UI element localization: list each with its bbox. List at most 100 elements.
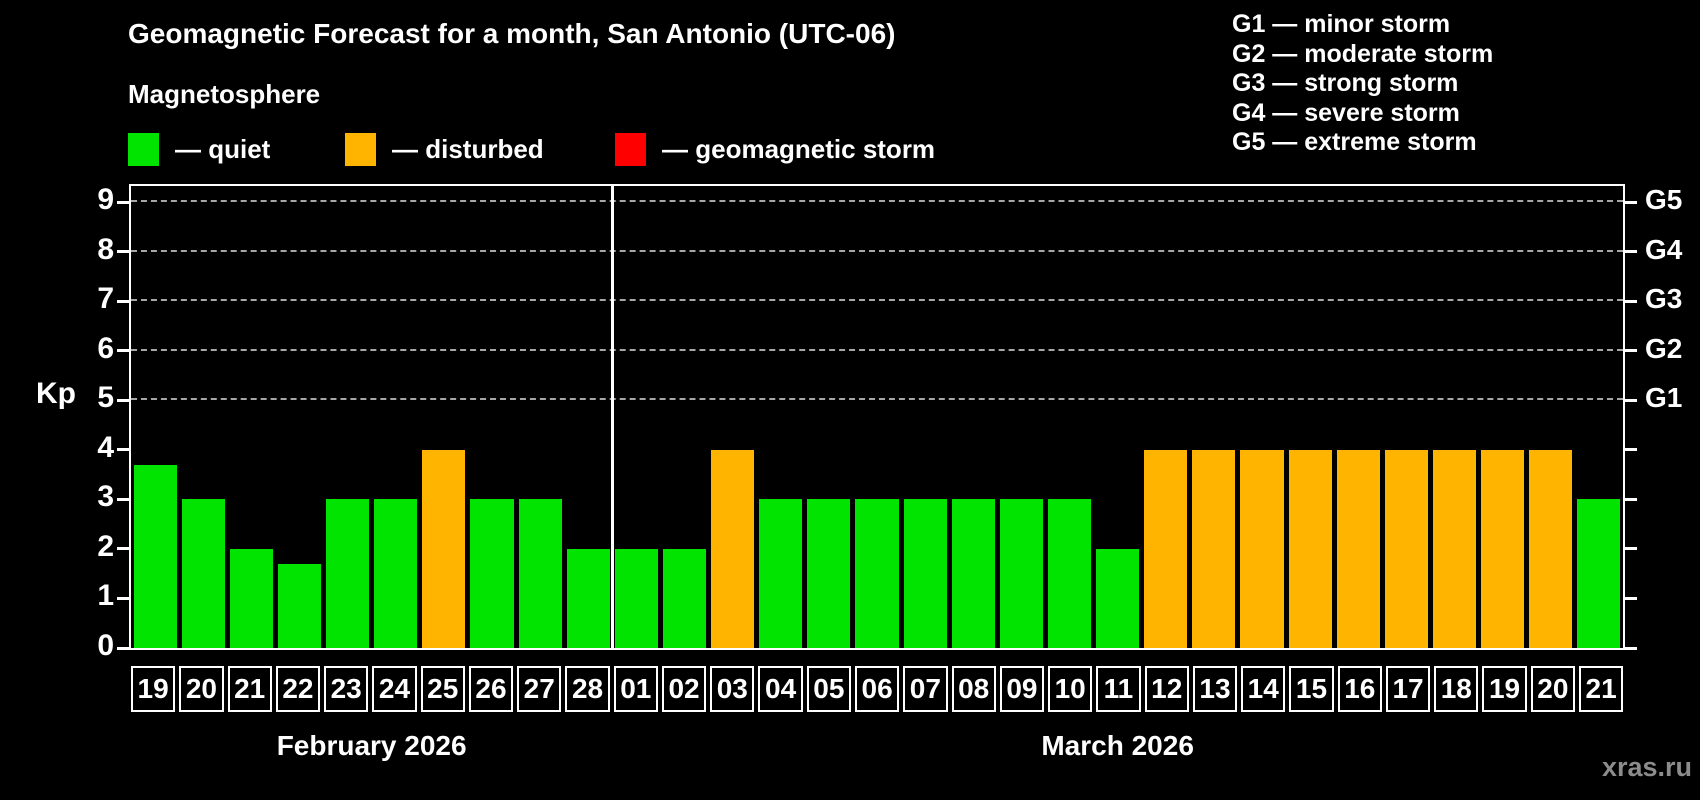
g-legend-line-2: G2 — moderate storm xyxy=(1232,39,1494,68)
kp-bar-march-10 xyxy=(1047,499,1091,648)
g-axis-label-g3: G3 xyxy=(1645,283,1683,315)
day-label-february-21: 21 xyxy=(227,666,272,712)
bar-slot-08 xyxy=(949,186,997,648)
y-tick-right-1 xyxy=(1625,596,1637,600)
day-label-march-05: 05 xyxy=(806,666,851,712)
bar-slot-17 xyxy=(1382,186,1430,648)
month-label-march: March 2026 xyxy=(1041,730,1194,761)
plot-inner xyxy=(131,186,1623,648)
kp-bar-march-08 xyxy=(951,499,995,648)
day-label-february-25: 25 xyxy=(420,666,465,712)
day-label-march-04: 04 xyxy=(758,666,803,712)
y-tick-right-7 xyxy=(1625,299,1637,303)
legend-label-storm: — geomagnetic storm xyxy=(662,133,936,164)
kp-bar-march-15 xyxy=(1288,449,1332,648)
day-label-february-24: 24 xyxy=(372,666,417,712)
y-tick-right-4 xyxy=(1625,448,1637,452)
bar-slot-11 xyxy=(1094,186,1142,648)
kp-bar-february-28 xyxy=(566,548,610,648)
kp-bar-february-22 xyxy=(277,563,321,648)
gridline-kp-5 xyxy=(131,398,1623,401)
kp-bar-february-23 xyxy=(326,499,370,648)
bar-slot-20 xyxy=(1527,186,1575,648)
kp-bar-february-19 xyxy=(133,464,177,648)
day-label-february-19: 19 xyxy=(131,666,176,712)
y-tick-label-7: 7 xyxy=(97,282,114,316)
y-tick-label-5: 5 xyxy=(97,381,114,415)
watermark: xras.ru xyxy=(1601,752,1692,782)
bar-slot-07 xyxy=(901,186,949,648)
g-legend-line-1: G1 — minor storm xyxy=(1232,10,1451,38)
kp-bar-march-04 xyxy=(759,499,803,648)
g-legend-line-3: G3 — strong storm xyxy=(1232,69,1459,97)
y-tick-label-8: 8 xyxy=(97,232,114,266)
kp-bar-march-02 xyxy=(662,548,706,648)
g-legend-line-5: G5 — extreme storm xyxy=(1232,128,1477,156)
bar-slot-04 xyxy=(757,186,805,648)
day-label-february-27: 27 xyxy=(517,666,562,712)
day-label-february-23: 23 xyxy=(324,666,369,712)
gridline-kp-6 xyxy=(131,348,1623,351)
g-legend-line-4: G4 — severe storm xyxy=(1232,98,1460,127)
month-label-february: February 2026 xyxy=(276,730,467,761)
kp-bar-february-21 xyxy=(229,548,273,648)
bar-slot-09 xyxy=(997,186,1045,648)
magnetosphere-legend: — quiet — disturbed — geomagnetic storm xyxy=(0,130,1200,168)
month-separator xyxy=(610,186,614,648)
g-scale-legend: G1 — minor storm G2 — moderate storm G3 — … xyxy=(1232,10,1493,158)
kp-bar-march-03 xyxy=(711,449,755,648)
y-tick-label-9: 9 xyxy=(97,183,114,217)
y-tick-left-5 xyxy=(117,398,129,402)
y-tick-label-2: 2 xyxy=(97,529,114,563)
bars-container xyxy=(131,186,1623,648)
kp-bar-march-18 xyxy=(1432,449,1476,648)
y-axis-label: Kp xyxy=(36,377,76,410)
bar-slot-28 xyxy=(564,186,612,648)
bar-slot-21 xyxy=(1575,186,1623,648)
legend-item-storm: — geomagnetic storm xyxy=(615,130,935,168)
y-tick-left-0 xyxy=(117,646,129,650)
day-label-march-21: 21 xyxy=(1578,666,1624,712)
day-label-march-10: 10 xyxy=(1048,666,1093,712)
kp-bar-march-16 xyxy=(1336,449,1380,648)
bar-slot-01 xyxy=(612,186,660,648)
day-label-march-11: 11 xyxy=(1096,666,1141,712)
bar-slot-02 xyxy=(660,186,708,648)
day-label-march-18: 18 xyxy=(1434,666,1479,712)
bar-slot-18 xyxy=(1430,186,1478,648)
y-tick-label-6: 6 xyxy=(97,331,114,365)
bar-slot-25 xyxy=(420,186,468,648)
bar-slot-16 xyxy=(1334,186,1382,648)
kp-bar-february-25 xyxy=(422,449,466,648)
bar-slot-22 xyxy=(275,186,323,648)
kp-bar-march-14 xyxy=(1240,449,1284,648)
y-tick-left-8 xyxy=(117,250,129,254)
bar-slot-14 xyxy=(1238,186,1286,648)
y-tick-label-0: 0 xyxy=(97,629,114,662)
y-tick-right-2 xyxy=(1625,547,1637,551)
day-label-march-12: 12 xyxy=(1144,666,1189,712)
bar-slot-03 xyxy=(709,186,757,648)
y-tick-right-3 xyxy=(1625,497,1637,501)
day-label-february-28: 28 xyxy=(565,666,610,712)
bar-slot-10 xyxy=(1045,186,1093,648)
legend-heading: Magnetosphere xyxy=(128,79,321,109)
day-label-march-03: 03 xyxy=(710,666,755,712)
y-tick-right-5 xyxy=(1625,398,1637,402)
kp-bar-march-01 xyxy=(614,548,658,648)
kp-bar-february-20 xyxy=(181,499,225,648)
bar-slot-24 xyxy=(372,186,420,648)
bar-slot-21 xyxy=(227,186,275,648)
y-tick-right-8 xyxy=(1625,250,1637,254)
bar-slot-27 xyxy=(516,186,564,648)
bar-slot-20 xyxy=(179,186,227,648)
kp-bar-march-20 xyxy=(1529,449,1573,648)
y-tick-left-2 xyxy=(117,547,129,551)
legend-label-quiet: — quiet xyxy=(175,133,271,164)
day-label-march-20: 20 xyxy=(1530,666,1575,712)
kp-bar-february-24 xyxy=(374,499,418,648)
day-label-march-02: 02 xyxy=(661,666,707,712)
y-tick-left-7 xyxy=(117,299,129,303)
page-title: Geomagnetic Forecast for a month, San An… xyxy=(128,18,896,49)
